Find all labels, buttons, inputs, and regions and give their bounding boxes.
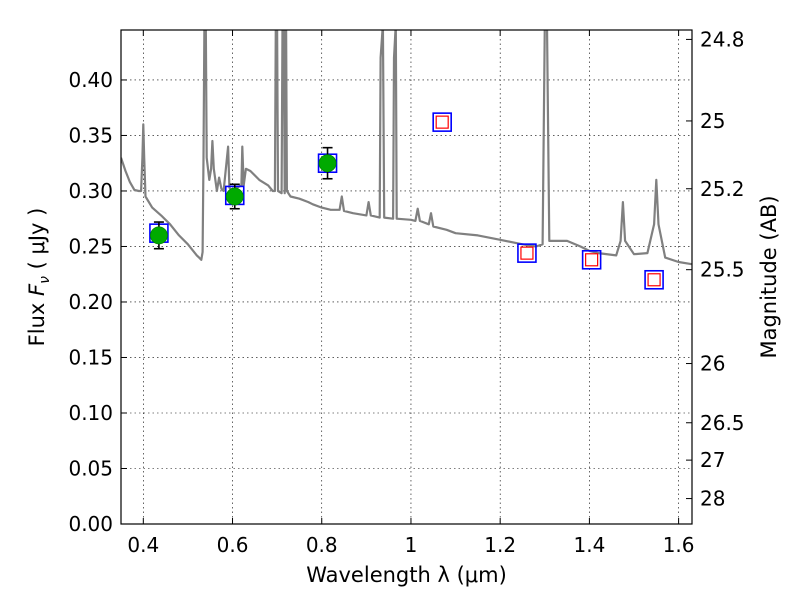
green-circle-marker: [318, 154, 337, 173]
y2-tick-label: 25.2: [700, 177, 745, 201]
blue-square-marker: [432, 112, 452, 132]
y2-tick-label: 24.8: [700, 27, 745, 51]
y-tick-label: 0.10: [68, 401, 113, 425]
x-tick-label: 0.6: [217, 533, 249, 557]
y-tick-label: 0.00: [68, 512, 113, 536]
x-axis-label: Wavelength λ (μm): [306, 563, 507, 587]
x-tick-label: 1.6: [663, 533, 695, 557]
ticks: 0.4 0.6 0.8 1 1.2 1.4 1.6 0.00 0.05 0.10 0.15 0.20 0…: [68, 27, 744, 557]
plot-frame: [120, 29, 693, 525]
y-tick-label: 0.40: [68, 68, 113, 92]
y-tick-label: 0.30: [68, 179, 113, 203]
red-square-marker: [585, 253, 599, 267]
y-axis-label-var: F: [25, 283, 49, 296]
y2-tick-label: 28: [700, 487, 725, 511]
x-tick-label: 1.4: [573, 533, 605, 557]
y2-tick-label: 25.5: [700, 258, 745, 282]
y-tick-label: 0.15: [68, 345, 113, 369]
red-square-marker: [647, 273, 661, 287]
green-circle-marker: [150, 226, 168, 245]
x-tick-label: 1: [405, 533, 418, 557]
y2-tick-label: 26.5: [700, 411, 745, 435]
y-tick-label: 0.20: [68, 290, 113, 314]
y2-axis-label: Magnitude (AB): [757, 195, 781, 358]
x-tick-label: 1.2: [484, 533, 516, 557]
y2-tick-label: 26: [700, 352, 725, 376]
red-square-marker: [435, 115, 449, 129]
red-square-marker: [520, 246, 534, 260]
y-tick-label: 0.25: [68, 234, 113, 258]
x-tick-label: 0.4: [127, 533, 159, 557]
y-axis-label: Flux Fν ( μJy ): [25, 208, 53, 347]
y2-tick-label: 27: [700, 448, 725, 472]
y2-tick-label: 25: [700, 109, 725, 133]
green-circle-marker: [225, 187, 244, 206]
y-axis-label-suffix: ( μJy ): [25, 208, 49, 276]
blue-square-marker: [581, 249, 602, 270]
blue-square-marker: [517, 243, 537, 263]
plot-area: [121, 30, 692, 290]
spectrum-line: [121, 30, 692, 266]
y-axis-label-prefix: Flux: [25, 296, 49, 346]
blue-square-marker: [644, 269, 664, 290]
x-tick-label: 0.8: [306, 533, 338, 557]
y-axis-label-sub: ν: [37, 276, 53, 284]
y-tick-label: 0.05: [68, 456, 113, 480]
y-tick-label: 0.35: [68, 123, 113, 147]
